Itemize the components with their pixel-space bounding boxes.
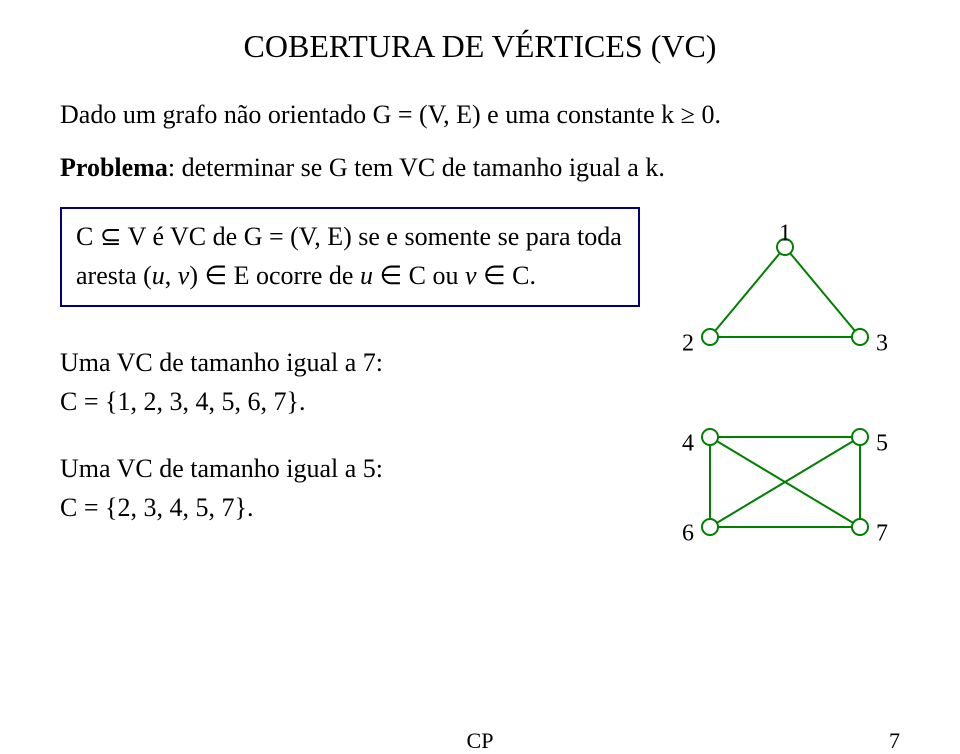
graph-node [702, 429, 718, 445]
definition-box: C ⊆ V é VC de G = (V, E) se e somente se… [60, 207, 640, 307]
definition-line-2: aresta (u, v) ∈ E ocorre de u ∈ C ou v ∈… [76, 256, 624, 295]
example-vc-5-line2: C = {2, 3, 4, 5, 7}. [60, 488, 640, 527]
paragraph-problem: Problema: determinar se G tem VC de tama… [60, 148, 900, 187]
graph-node [852, 519, 868, 535]
problem-label: Problema [60, 153, 168, 182]
graph-node-label: 2 [682, 331, 694, 357]
footer-label: CP [467, 728, 494, 754]
graph-node-label: 5 [876, 431, 888, 457]
footer-page-number: 7 [889, 728, 900, 754]
paragraph-given-text: Dado um grafo não orientado G = (V, E) e… [60, 100, 721, 129]
problem-text: : determinar se G tem VC de tamanho igua… [168, 153, 665, 182]
example-vc-5-line1: Uma VC de tamanho igual a 5: [60, 449, 640, 488]
graph-node [852, 429, 868, 445]
paragraph-given: Dado um grafo não orientado G = (V, E) e… [60, 95, 900, 134]
graph-node-label: 4 [682, 431, 694, 457]
graph-node-label: 3 [876, 331, 888, 357]
graph-node [852, 329, 868, 345]
graph-edge [785, 247, 860, 337]
graph-node [702, 329, 718, 345]
example-vc-7: Uma VC de tamanho igual a 7: C = {1, 2, … [60, 343, 640, 421]
graph-diagram: 1 2 3 4 5 6 7 [670, 217, 900, 557]
example-vc-7-line1: Uma VC de tamanho igual a 7: [60, 343, 640, 382]
page-title: COBERTURA DE VÉRTICES (VC) [60, 28, 900, 65]
graph-node-label: 1 [779, 221, 791, 247]
definition-line-1: C ⊆ V é VC de G = (V, E) se e somente se… [76, 217, 624, 256]
graph-node-label: 6 [682, 521, 694, 547]
example-vc-7-line2: C = {1, 2, 3, 4, 5, 6, 7}. [60, 382, 640, 421]
graph-node-label: 7 [876, 521, 888, 547]
graph-node [702, 519, 718, 535]
example-vc-5: Uma VC de tamanho igual a 5: C = {2, 3, … [60, 449, 640, 527]
graph-edge [710, 247, 785, 337]
